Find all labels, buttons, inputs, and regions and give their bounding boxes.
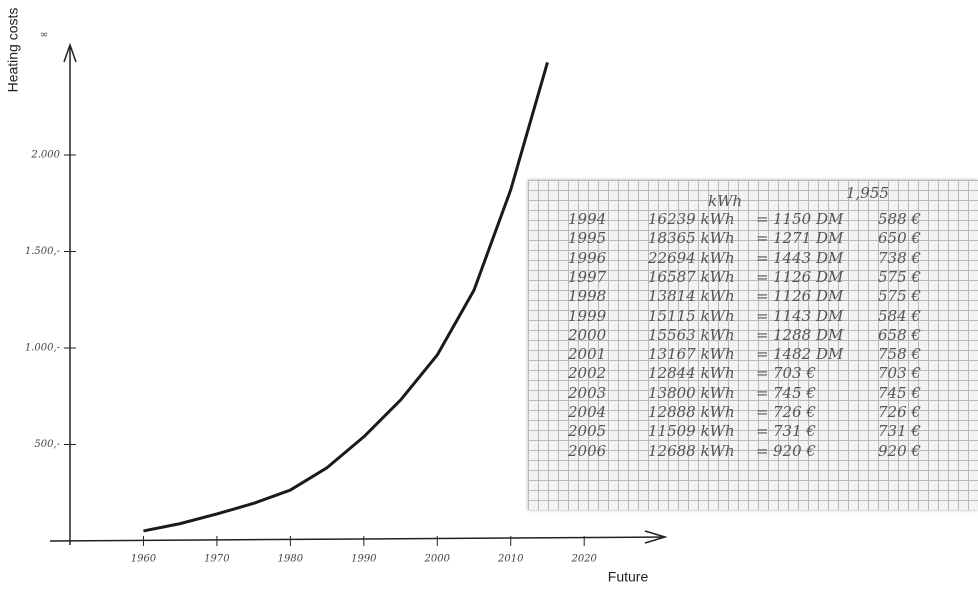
line — [143, 62, 547, 531]
table-cell: 1150 DM — [773, 210, 843, 228]
table-cell: 12888 kWh — [648, 403, 735, 421]
table-cell: 1994 — [568, 210, 606, 228]
table-cell: = — [756, 384, 769, 402]
table-cell: 16587 kWh — [648, 268, 735, 286]
x-tick-label: 1990 — [351, 554, 377, 565]
table-cell: 575 € — [878, 268, 921, 286]
table-cell: 703 € — [878, 364, 921, 382]
table-cell: 16239 kWh — [648, 210, 735, 228]
table-cell: 1143 DM — [773, 307, 843, 325]
table-cell: 2001 — [568, 345, 606, 363]
table-cell: 2004 — [568, 403, 606, 421]
table-cell: 920 € — [773, 442, 816, 460]
table-cell: = — [756, 403, 769, 421]
x-tick-label: 1970 — [204, 554, 230, 565]
table-cell: 703 € — [773, 364, 816, 382]
table-cell: 2000 — [568, 326, 606, 344]
table-cell: 731 € — [773, 422, 816, 440]
x-tick-label: 1980 — [278, 554, 304, 565]
table-cell: 758 € — [878, 345, 921, 363]
table-cell: 1443 DM — [773, 249, 843, 267]
y-axis-label: Heating costs — [5, 8, 21, 93]
x-tick-label: 2000 — [424, 554, 451, 565]
x-tick-label: 1960 — [131, 554, 157, 565]
table-cell: 1998 — [568, 287, 606, 305]
table-cell: 2005 — [568, 422, 606, 440]
table-cell: = — [756, 345, 769, 363]
table-cell: 12688 kWh — [648, 442, 735, 460]
table-cell: 726 € — [878, 403, 921, 421]
table-cell: 2002 — [568, 364, 606, 382]
table-cell: = — [756, 442, 769, 460]
table-cell: 731 € — [878, 422, 921, 440]
table-cell: 15563 kWh — [648, 326, 735, 344]
x-tick-label: 2010 — [497, 554, 524, 565]
table-cell: 650 € — [878, 229, 921, 247]
table-cell: 13800 kWh — [648, 384, 735, 402]
table-cell: 738 € — [878, 249, 921, 267]
table-cell: 588 € — [878, 210, 921, 228]
table-cell: 1271 DM — [773, 229, 843, 247]
table-cell: 2003 — [568, 384, 606, 402]
y-tick-label: 500,- — [34, 439, 60, 450]
table-cell: 13167 kWh — [648, 345, 735, 363]
table-cell: 2006 — [568, 442, 606, 460]
y-tick-label: 1.000,- — [25, 343, 61, 354]
y-tick-label: 1.500,- — [25, 246, 61, 257]
table-cell: 920 € — [878, 442, 921, 460]
table-cell: = — [756, 210, 769, 228]
x-axis — [50, 537, 665, 541]
table-cell: 11509 kWh — [648, 422, 735, 440]
table-cell: = — [756, 364, 769, 382]
table-cell: 1482 DM — [773, 345, 843, 363]
table-cell: 658 € — [878, 326, 921, 344]
table-header: kWh — [708, 192, 742, 210]
annotation: ∞ — [40, 30, 48, 41]
table-cell: 18365 kWh — [648, 229, 735, 247]
table-cell: 1126 DM — [773, 268, 843, 286]
table-cell: 575 € — [878, 287, 921, 305]
table-header: 1,955 — [846, 184, 889, 202]
table-cell: = — [756, 307, 769, 325]
table-cell: = — [756, 287, 769, 305]
x-axis-label: Future — [608, 569, 649, 585]
table-cell: 13814 kWh — [648, 287, 735, 305]
table-cell: 1996 — [568, 249, 606, 267]
table-cell: 12844 kWh — [648, 364, 735, 382]
x-tick-label: 2020 — [570, 554, 597, 565]
table-cell: 1288 DM — [773, 326, 843, 344]
table-cell: = — [756, 249, 769, 267]
table-cell: 584 € — [878, 307, 921, 325]
table-cell: 726 € — [773, 403, 816, 421]
table-cell: 1126 DM — [773, 287, 843, 305]
table-cell: = — [756, 422, 769, 440]
table-cell: 745 € — [878, 384, 921, 402]
table-cell: 1997 — [568, 268, 606, 286]
table-cell: 22694 kWh — [648, 249, 735, 267]
table-cell: 1999 — [568, 307, 606, 325]
page: Heating costs Future ∞ 500,- 1.000,- 1.500… — [0, 0, 978, 591]
table-cell: 1995 — [568, 229, 606, 247]
y-tick-label: 2.000 — [30, 150, 60, 161]
table-cell: = — [756, 268, 769, 286]
table-cell: = — [756, 326, 769, 344]
table-cell: 15115 kWh — [648, 307, 735, 325]
table-cell: 745 € — [773, 384, 816, 402]
table-cell: = — [756, 229, 769, 247]
